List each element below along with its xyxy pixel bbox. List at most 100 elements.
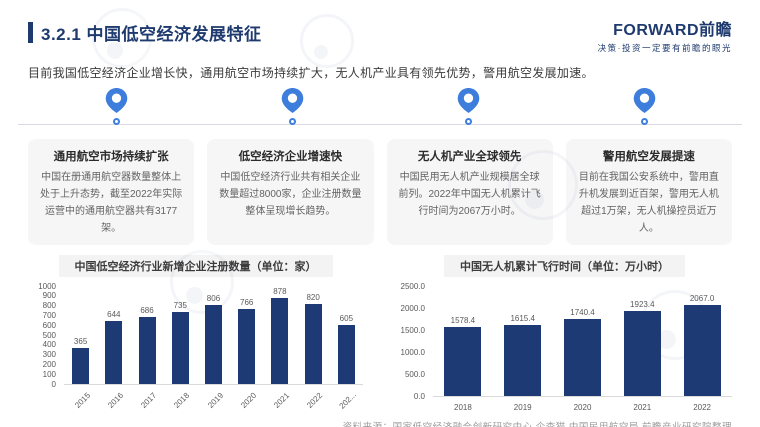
bar-slot: 644	[97, 287, 130, 384]
y-axis: 0.0 500.0 1000.0 1500.0 2000.0 2500.0	[397, 282, 429, 400]
x-slot: 2017	[130, 385, 163, 411]
bar	[304, 303, 322, 384]
location-pin-icon	[105, 88, 127, 113]
bar	[563, 319, 601, 396]
y-tick-label: 2500.0	[400, 281, 425, 291]
bar-value-label: 605	[339, 313, 354, 323]
x-slot: 2020	[553, 397, 613, 415]
bar-value-label: 1578.4	[450, 315, 476, 325]
bar-slot: 878	[263, 287, 296, 384]
feature-card-general-aviation: 通用航空市场持续扩张 中国在册通用航空器数量整体上处于上升态势，截至2022年实…	[28, 139, 195, 245]
chart-title-row: 中国无人机累计飞行时间（单位：万小时）	[397, 255, 732, 277]
y-tick-label: 300	[42, 350, 56, 360]
source-note: 资料来源：国家低空经济融合创新研究中心 企查猫 中国民用航空局 前瞻产业研究院整…	[28, 419, 732, 427]
y-tick-label: 600	[42, 320, 56, 330]
bar	[171, 311, 189, 384]
feature-card-title: 低空经济企业增速快	[238, 151, 343, 163]
feature-card-police-aviation: 警用航空发展提速 目前在我国公安系统中，警用直升机发展到近百架，警用无人机超过1…	[565, 139, 732, 245]
pin-anchor-ring	[112, 118, 120, 125]
bar-value-label: 1615.4	[510, 313, 535, 323]
x-tick-label: 202...	[337, 390, 359, 411]
pin-column	[380, 87, 556, 133]
bar-slot: 686	[130, 287, 163, 384]
y-tick-label: 500	[42, 330, 56, 340]
bar-slot: 1578.4	[433, 287, 493, 396]
brand-tagline: 决策·投资一定要有前瞻的眼光	[597, 43, 732, 53]
timeline-pins	[28, 87, 732, 133]
y-tick-label: 800	[42, 301, 56, 311]
chart-drone-flight-hours: 中国无人机累计飞行时间（单位：万小时） 0.0 500.0 1000.0 1500.0…	[397, 255, 732, 415]
bars-area: 1578.4 1615.4 1740.4 1923.4 2067.0	[433, 287, 732, 397]
bar-value-label: 820	[306, 292, 320, 302]
bar-value-label: 766	[240, 297, 254, 307]
bar	[504, 324, 542, 396]
x-slot: 2019	[493, 397, 553, 415]
x-slot: 2022	[672, 397, 732, 415]
y-tick-label: 0.0	[413, 391, 425, 401]
feature-card-title: 通用航空市场持续扩张	[53, 151, 169, 163]
bar	[138, 316, 156, 384]
y-tick-label: 2000.0	[400, 303, 425, 313]
title-accent-bar	[28, 22, 33, 43]
bar-slot: 820	[297, 287, 330, 384]
feature-cards: 通用航空市场持续扩张 中国在册通用航空器数量整体上处于上升态势，截至2022年实…	[28, 139, 732, 245]
x-slot: 2021	[612, 397, 672, 415]
bar	[204, 305, 222, 384]
x-slot: 2019	[197, 385, 230, 411]
feature-card-body: 中国民用无人机产业规模居全球前列。2022年中国无人机累计飞行时间为2067万小…	[398, 172, 541, 217]
timeline	[18, 87, 742, 133]
pin-column	[204, 87, 380, 133]
bar-value-label: 1740.4	[570, 308, 595, 318]
bar-slot: 1615.4	[493, 287, 553, 396]
x-slot: 2015	[64, 385, 97, 411]
bar-value-label: 365	[73, 337, 88, 347]
x-tick-label: 2016	[106, 390, 126, 410]
bar	[337, 324, 355, 384]
brand-logo-text: FORWARD前瞻	[613, 22, 732, 39]
pin-column	[28, 87, 204, 133]
location-pin-icon	[281, 88, 303, 113]
chart-title: 中国无人机累计飞行时间（单位：万小时）	[444, 255, 685, 277]
x-tick-label: 2022	[693, 403, 711, 412]
bar-slot: 605	[330, 287, 363, 384]
y-axis: 0 100 200 300 400 500 600 700 800 900 1000	[28, 282, 60, 388]
watermark	[508, 150, 578, 220]
y-tick-label: 900	[42, 291, 56, 301]
watermark	[300, 14, 354, 68]
feature-card-title: 无人机产业全球领先	[417, 151, 522, 163]
y-tick-label: 100	[42, 369, 56, 379]
x-tick-label: 2017	[139, 390, 159, 410]
bar-value-label: 644	[107, 309, 121, 319]
x-slot: 2020	[230, 385, 263, 411]
pin-anchor-ring	[288, 118, 296, 125]
bar	[72, 348, 90, 384]
x-tick-label: 2022	[305, 390, 325, 410]
y-tick-label: 1500.0	[400, 325, 425, 335]
watermark	[170, 250, 234, 314]
feature-card-enterprise-growth: 低空经济企业增速快 中国低空经济行业共有相关企业数量超过8000家，企业注册数量…	[207, 139, 374, 245]
bar-value-label: 2067.0	[689, 294, 715, 304]
feature-card-body: 中国低空经济行业共有相关企业数量超过8000家，企业注册数量整体呈现增长趋势。	[219, 172, 362, 217]
x-tick-label: 2019	[513, 403, 532, 412]
bar-slot: 365	[64, 287, 97, 384]
x-tick-label: 2021	[633, 403, 652, 412]
feature-card-title: 警用航空发展提速	[602, 151, 695, 163]
x-axis: 2018 2019 2020 2021 2022	[433, 397, 732, 415]
x-tick-label: 2020	[573, 403, 592, 412]
x-slot: 2021	[263, 385, 296, 411]
x-axis: 2015 2016 2017 2018 2019 2020 2021 2022 202...	[64, 385, 363, 411]
x-slot: 2022	[297, 385, 330, 411]
x-tick-label: 2021	[272, 390, 292, 410]
chart-plot: 0 100 200 300 400 500 600 700 800 900 1000 365 644 6…	[28, 282, 363, 388]
x-slot: 2016	[97, 385, 130, 411]
chart-plot: 0.0 500.0 1000.0 1500.0 2000.0 2500.0 1578.4 1…	[397, 282, 732, 400]
bar	[444, 326, 482, 396]
y-tick-label: 1000	[38, 281, 56, 291]
y-tick-label: 500.0	[404, 369, 425, 379]
charts-row: 中国低空经济行业新增企业注册数量（单位：家） 0 100 200 300 400 500 6…	[28, 255, 732, 415]
bar	[271, 297, 289, 384]
y-tick-label: 700	[42, 310, 56, 320]
brand-logo: FORWARD前瞻 决策·投资一定要有前瞻的眼光	[598, 16, 732, 54]
x-tick-label: 2018	[172, 390, 192, 410]
